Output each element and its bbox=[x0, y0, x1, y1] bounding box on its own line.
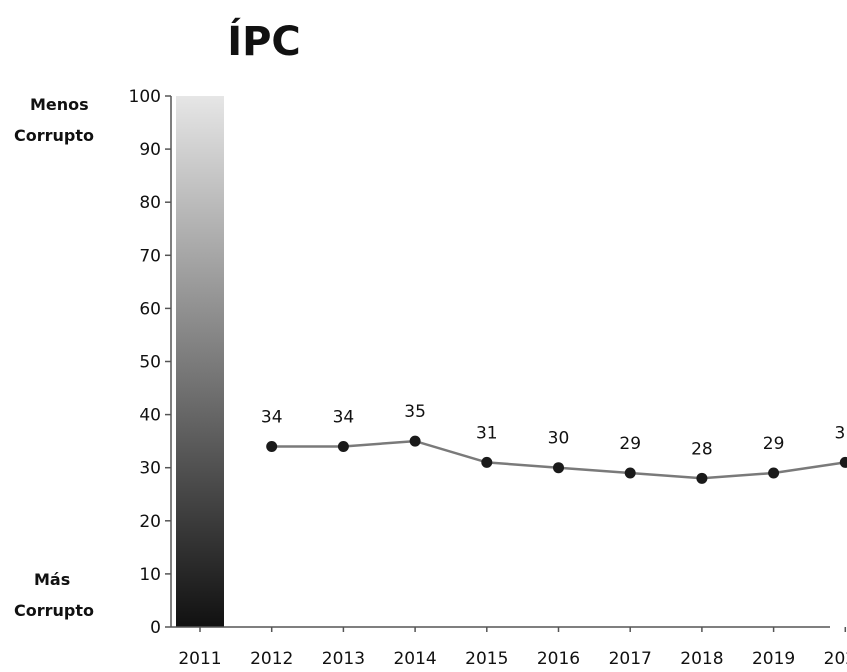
x-tick-label: 2016 bbox=[537, 649, 580, 669]
data-label: 29 bbox=[763, 434, 785, 454]
y-tick-label: 100 bbox=[129, 87, 161, 107]
bottom-label-line-1: Más bbox=[34, 570, 70, 589]
y-tick-label: 0 bbox=[150, 618, 161, 638]
data-label: 29 bbox=[619, 434, 641, 454]
x-axis-ticks: 2011 2012 2013 2014 2015 2016 2017 2018 2019 2020 bbox=[178, 627, 847, 669]
series-points bbox=[266, 435, 847, 484]
chart-title: ÍPC bbox=[227, 17, 301, 65]
y-tick-label: 30 bbox=[139, 459, 161, 479]
y-tick-label: 90 bbox=[139, 140, 161, 160]
data-labels: 34 34 35 31 30 29 28 29 31 bbox=[261, 402, 847, 459]
y-tick-label: 60 bbox=[139, 299, 161, 319]
top-label-line-1: Menos bbox=[30, 95, 89, 114]
data-point bbox=[553, 462, 564, 474]
top-label-line-2: Corrupto bbox=[14, 126, 94, 145]
data-point bbox=[266, 440, 278, 452]
x-tick-label: 2013 bbox=[322, 649, 365, 669]
data-point bbox=[768, 467, 780, 479]
y-tick-label: 70 bbox=[139, 246, 161, 266]
data-label: 30 bbox=[548, 429, 570, 449]
data-label: 35 bbox=[404, 402, 426, 422]
data-point bbox=[481, 456, 493, 468]
x-tick-label: 2017 bbox=[609, 649, 652, 669]
x-tick-label: 2012 bbox=[250, 649, 293, 669]
data-label: 34 bbox=[333, 407, 355, 427]
data-label: 31 bbox=[476, 423, 498, 443]
bottom-label-line-2: Corrupto bbox=[14, 601, 94, 620]
y-tick-label: 40 bbox=[139, 406, 161, 426]
y-tick-label: 50 bbox=[139, 353, 161, 373]
y-axis-ticks: 0 10 20 30 40 50 60 70 80 90 100 bbox=[129, 87, 171, 638]
x-tick-label: 2018 bbox=[680, 649, 723, 669]
x-tick-label: 2014 bbox=[393, 649, 436, 669]
y-tick-label: 10 bbox=[139, 565, 161, 585]
y-tick-label: 80 bbox=[139, 193, 161, 213]
y-tick-label: 20 bbox=[139, 512, 161, 532]
x-tick-label: 2015 bbox=[465, 649, 508, 669]
data-point bbox=[409, 435, 421, 447]
data-point bbox=[337, 440, 349, 452]
data-point bbox=[624, 467, 636, 479]
data-label: 28 bbox=[691, 439, 713, 459]
data-point bbox=[696, 472, 708, 484]
data-label: 31 bbox=[834, 423, 847, 443]
x-tick-label: 2020 bbox=[824, 649, 847, 669]
data-label: 34 bbox=[261, 407, 283, 427]
gradient-scale-bar bbox=[176, 96, 224, 627]
data-point bbox=[839, 456, 847, 468]
x-tick-label: 2011 bbox=[178, 649, 221, 669]
x-tick-label: 2019 bbox=[752, 649, 795, 669]
